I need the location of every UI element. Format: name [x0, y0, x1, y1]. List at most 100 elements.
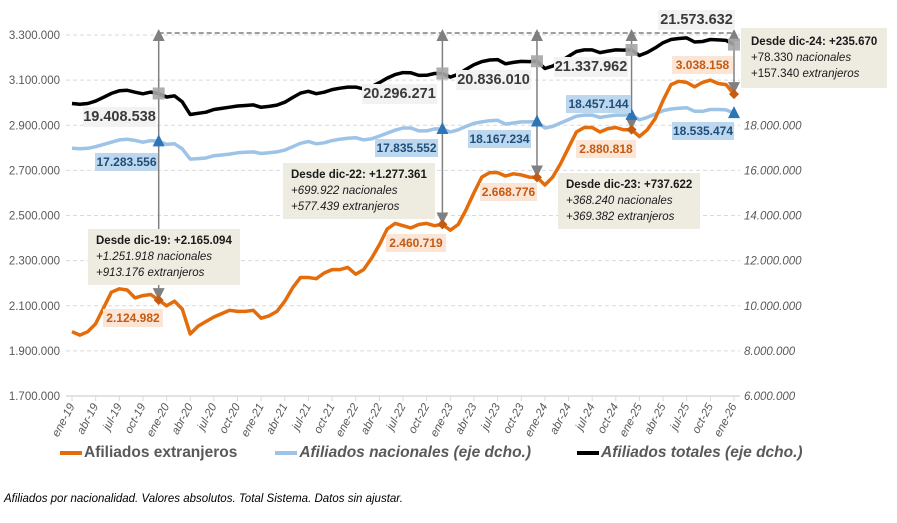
- nacionales-label-dic24: 18.457.144: [566, 95, 631, 113]
- chart-caption: Afiliados por nacionalidad. Valores abso…: [4, 493, 403, 505]
- x-tick-label: jul-23: [478, 401, 503, 434]
- x-tick-label: oct-19: [123, 401, 149, 435]
- nacionales-marker-triangle: [152, 134, 165, 147]
- y-left-tick-label: 2.300.000: [9, 256, 60, 268]
- note-dic22: Desde dic-22: +1.277.361 +699.922 nacion…: [283, 163, 435, 219]
- nacionales-marker-triangle: [625, 107, 638, 120]
- total-label-dic23: 20.836.010: [456, 70, 531, 90]
- note-title: Desde dic-23: +737.622: [566, 179, 693, 191]
- series-line-nacionales: [71, 105, 735, 161]
- y-right-tick-label: 10.000.000: [744, 301, 802, 313]
- series-line-extranjeros: [71, 78, 736, 337]
- extranjeros-marker-diamond: [626, 124, 637, 135]
- extranjeros-marker-diamond: [531, 172, 542, 183]
- x-tick-label: ene-23: [429, 401, 457, 439]
- extranjeros-marker-diamond: [153, 295, 164, 306]
- legend-label: Afiliados extranjeros: [84, 444, 238, 461]
- legend-item-nacionales: Afiliados nacionales (eje dcho.): [275, 444, 531, 462]
- nacionales-marker-triangle: [530, 114, 543, 127]
- nacionales-label-dic23: 18.167.234: [468, 130, 531, 148]
- y-left-tick-label: 2.900.000: [9, 120, 60, 132]
- note-title: Desde dic-24: +235.670: [751, 36, 878, 48]
- x-tick-label: jul-20: [195, 401, 220, 434]
- note-nacionales: nacionales: [796, 52, 852, 64]
- nacionales-label-dic19: 17.283.556: [95, 153, 158, 171]
- nacionales-marker-triangle: [436, 121, 449, 134]
- note-dic24: Desde dic-24: +235.670 +78.330 nacionale…: [741, 28, 888, 88]
- x-tick-label: oct-22: [407, 401, 433, 435]
- x-tick-label: ene-20: [145, 401, 173, 439]
- y-right-tick-label: 16.000.000: [744, 165, 802, 177]
- x-tick-label: oct-23: [501, 401, 527, 435]
- x-tick-label: ene-25: [618, 401, 646, 439]
- total-label-dic24: 21.337.962: [554, 57, 628, 77]
- x-tick-label: abr-25: [643, 401, 669, 436]
- y-left-tick-label: 3.300.000: [9, 30, 60, 42]
- x-tick-label: jul-21: [289, 402, 314, 434]
- x-tick-label: ene-21: [239, 402, 266, 439]
- x-tick-label: oct-21: [312, 402, 338, 436]
- note-dic23: Desde dic-23: +737.622 +368.240 nacional…: [558, 173, 701, 229]
- total-marker-square: [625, 43, 638, 56]
- legend: Afiliados extranjeros Afiliados nacional…: [60, 444, 835, 462]
- note-dic19: Desde dic-19: +2.165.094 +1.251.918 naci…: [88, 229, 240, 285]
- x-tick-label: oct-25: [690, 401, 716, 435]
- y-left-tick-label: 1.700.000: [9, 391, 60, 403]
- x-tick-label: ene-24: [523, 402, 550, 439]
- x-tick-label: abr-24: [548, 402, 574, 437]
- y-left-tick-label: 1.900.000: [9, 346, 60, 358]
- total-marker-square: [530, 55, 543, 68]
- note-nacionales: +368.240 nacionales: [566, 195, 673, 207]
- note-extranjeros: extranjeros: [802, 68, 860, 80]
- note-extranjeros-number: +157.340: [751, 68, 800, 80]
- x-tick-label: jul-22: [384, 401, 409, 434]
- total-marker-square: [152, 87, 165, 100]
- nacionales-marker-triangle: [728, 106, 740, 119]
- legend-item-extranjeros: Afiliados extranjeros: [60, 444, 237, 462]
- x-tick-label: abr-20: [170, 401, 196, 436]
- x-tick-label: oct-24: [596, 402, 622, 436]
- x-tick-label: ene-26: [712, 401, 740, 439]
- extranjeros-label-last: 3.038.158: [672, 56, 733, 74]
- note-extranjeros: +913.176 extranjeros: [96, 267, 205, 279]
- nacionales-label-dic22: 17.835.552: [375, 139, 438, 157]
- x-tick-label: ene-19: [50, 401, 78, 439]
- x-tick-label: abr-22: [359, 401, 385, 436]
- total-label-dic22: 20.296.271: [362, 84, 437, 104]
- note-title: Desde dic-22: +1.277.361: [291, 169, 427, 181]
- x-tick-label: ene-22: [334, 401, 362, 439]
- extranjeros-label-dic24: 2.880.818: [576, 140, 636, 158]
- x-tick-label: jul-25: [668, 401, 693, 434]
- legend-label: Afiliados nacionales (eje dcho.): [299, 444, 532, 461]
- legend-swatch-nacionales: [275, 451, 298, 455]
- extranjeros-label-dic22: 2.460.719: [386, 234, 446, 252]
- extranjeros-marker-diamond: [437, 219, 448, 230]
- x-tick-label: abr-23: [453, 401, 479, 436]
- note-nacionales-number: +78.330: [751, 52, 793, 64]
- y-left-tick-label: 2.700.000: [9, 165, 60, 177]
- total-label-dic19: 19.408.538: [83, 107, 156, 127]
- note-extranjeros: +369.382 extranjeros: [566, 211, 675, 223]
- y-left-tick-label: 2.100.000: [9, 301, 60, 313]
- note-nacionales: +699.922 nacionales: [291, 185, 398, 197]
- extranjeros-marker-diamond: [729, 89, 739, 100]
- legend-item-totales: Afiliados totales (eje dcho.): [577, 444, 803, 462]
- extranjeros-label-dic19: 2.124.982: [103, 309, 163, 327]
- series-line-totales: [71, 36, 735, 117]
- y-right-tick-label: 8.000.000: [744, 346, 796, 358]
- y-right-tick-label: 18.000.000: [744, 120, 802, 132]
- note-title: Desde dic-19: +2.165.094: [96, 235, 232, 247]
- y-left-tick-label: 2.500.000: [9, 211, 60, 223]
- y-left-tick-label: 3.100.000: [9, 75, 60, 87]
- legend-swatch-extranjeros: [60, 451, 82, 455]
- total-label-last: 21.573.632: [658, 10, 735, 30]
- legend-label: Afiliados totales (eje dcho.): [601, 444, 803, 461]
- y-right-tick-label: 12.000.000: [744, 256, 802, 268]
- note-nacionales: +1.251.918 nacionales: [96, 251, 213, 263]
- x-tick-label: jul-19: [100, 401, 125, 434]
- total-marker-square: [728, 38, 740, 51]
- x-tick-label: oct-20: [218, 401, 244, 435]
- x-tick-label: abr-21: [264, 402, 290, 437]
- x-tick-label: abr-19: [75, 401, 101, 436]
